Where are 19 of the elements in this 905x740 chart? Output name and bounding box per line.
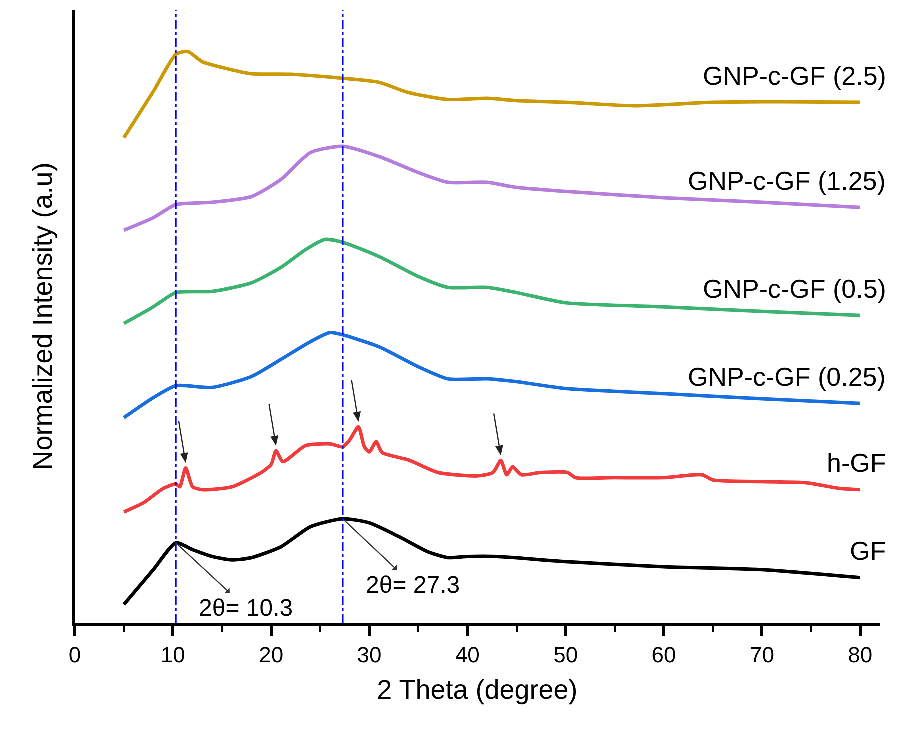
y-axis-title: Normalized Intensity (a.u) — [28, 162, 58, 470]
series-label: GNP-c-GF (1.25) — [688, 166, 886, 196]
x-tick-label: 10 — [160, 642, 186, 668]
x-axis-title: 2 Theta (degree) — [377, 674, 578, 705]
series-label: GF — [850, 536, 886, 566]
x-tick-label: 50 — [554, 642, 578, 668]
x-tick-label: 40 — [455, 642, 480, 668]
x-tick-label: 60 — [652, 642, 676, 668]
annotation: 2θ= 10.3 — [199, 595, 294, 622]
x-tick-label: 20 — [259, 642, 284, 668]
x-tick-label: 80 — [848, 642, 873, 668]
series-label: GNP-c-GF (2.5) — [703, 61, 886, 91]
x-tick-label: 0 — [68, 642, 82, 668]
x-tick-label: 70 — [750, 642, 774, 668]
series-label: h-GF — [827, 448, 886, 478]
series-label: GNP-c-GF (0.5) — [703, 274, 886, 304]
series-label: GNP-c-GF (0.25) — [688, 362, 886, 392]
annotation: 2θ= 27.3 — [366, 572, 460, 599]
x-tick-label: 30 — [357, 642, 382, 668]
